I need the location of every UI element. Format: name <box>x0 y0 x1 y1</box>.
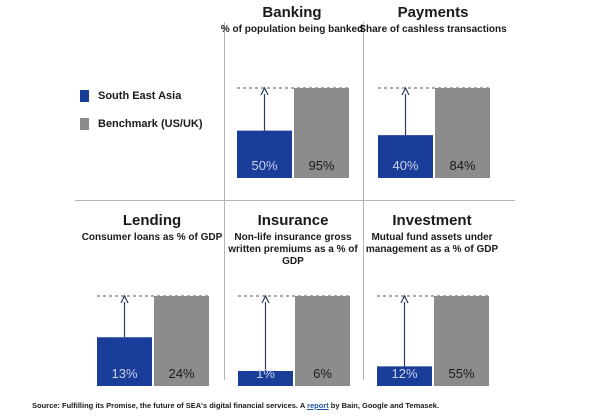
panel-chart: 12% 55% <box>377 294 489 386</box>
bar-sea <box>237 130 292 178</box>
source-report-link[interactable]: report <box>307 401 329 410</box>
bar-label-sea: 1% <box>256 366 275 381</box>
panel-subtitle: Mutual fund assets under management as a… <box>365 232 499 255</box>
gap-arrow-head <box>260 86 269 96</box>
bar-label-sea: 40% <box>392 158 418 173</box>
vertical-divider-1 <box>224 22 225 380</box>
bar-benchmark <box>295 296 350 386</box>
bar-benchmark <box>294 88 349 178</box>
gap-arrow-head <box>120 294 129 304</box>
vertical-divider-2 <box>363 22 364 380</box>
source-note: Source: Fulfilling its Promise, the futu… <box>32 401 439 410</box>
legend-label-benchmark: Benchmark (US/UK) <box>98 118 203 130</box>
panel-chart: 1% 6% <box>238 294 350 386</box>
bar-sea <box>378 135 433 178</box>
legend-item-benchmark: Benchmark (US/UK) <box>80 118 203 130</box>
legend-item-sea: South East Asia <box>80 90 203 102</box>
bar-sea <box>97 337 152 386</box>
panel-chart: 50% 95% <box>237 86 349 178</box>
bar-label-benchmark: 84% <box>449 158 475 173</box>
bar-label-sea: 13% <box>111 366 137 381</box>
bar-label-benchmark: 55% <box>448 366 474 381</box>
legend-swatch-benchmark <box>80 118 89 130</box>
gap-arrow-head <box>401 86 410 96</box>
bar-sea <box>377 366 432 386</box>
panel-subtitle: Share of cashless transactions <box>359 24 507 35</box>
panel-subtitle: Consumer loans as % of GDP <box>81 232 223 243</box>
source-prefix: Source: Fulfilling its Promise, the futu… <box>32 401 308 410</box>
bar-benchmark <box>154 296 209 386</box>
bar-label-benchmark: 95% <box>308 158 334 173</box>
panel-insurance: Insurance Non-life insurance gross writt… <box>218 208 368 398</box>
bar-label-sea: 12% <box>391 366 417 381</box>
legend-label-sea: South East Asia <box>98 90 182 102</box>
source-suffix: by Bain, Google and Temasek. <box>328 401 440 410</box>
panel-title: Banking <box>262 4 322 21</box>
bar-sea <box>238 371 293 386</box>
panel-subtitle: % of population being banked <box>220 24 364 35</box>
panel-title: Lending <box>122 212 182 229</box>
legend: South East Asia Benchmark (US/UK) <box>80 90 203 146</box>
legend-swatch-sea <box>80 90 89 102</box>
panel-subtitle: Non-life insurance gross written premium… <box>228 232 358 267</box>
panel-chart: 40% 84% <box>378 86 490 178</box>
panel-title: Investment <box>392 212 472 229</box>
horizontal-divider <box>75 200 515 201</box>
gap-arrow-head <box>400 294 409 304</box>
panel-investment: Investment Mutual fund assets under mana… <box>357 208 507 398</box>
gap-arrow-head <box>261 294 270 304</box>
panel-title: Insurance <box>257 212 329 229</box>
bar-label-sea: 50% <box>251 158 277 173</box>
bar-label-benchmark: 24% <box>168 366 194 381</box>
bar-label-benchmark: 6% <box>313 366 332 381</box>
bar-benchmark <box>434 296 489 386</box>
panel-title: Payments <box>397 4 469 21</box>
bar-benchmark <box>435 88 490 178</box>
panel-chart: 13% 24% <box>97 294 209 386</box>
panel-payments: Payments Share of cashless transactions … <box>358 0 508 190</box>
panel-banking: Banking % of population being banked 50%… <box>217 0 367 190</box>
panel-lending: Lending Consumer loans as % of GDP 13% 24… <box>77 208 227 398</box>
